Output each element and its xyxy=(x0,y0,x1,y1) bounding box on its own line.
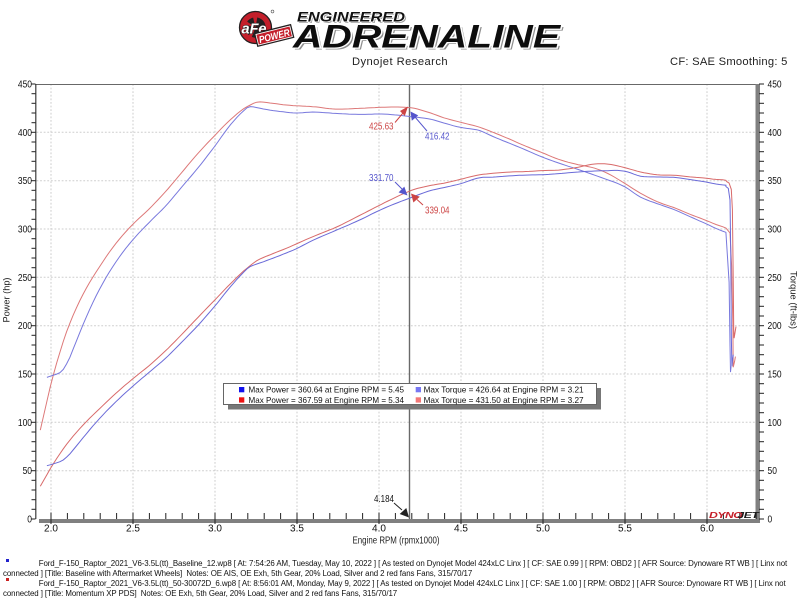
svg-text:2.5: 2.5 xyxy=(126,524,140,535)
svg-text:350: 350 xyxy=(18,176,32,187)
svg-text:300: 300 xyxy=(768,225,782,236)
svg-text:250: 250 xyxy=(18,273,32,284)
svg-text:450: 450 xyxy=(768,80,782,91)
svg-text:339.04: 339.04 xyxy=(425,206,450,217)
svg-text:0: 0 xyxy=(27,515,32,526)
svg-text:450: 450 xyxy=(18,80,32,91)
svg-text:4.184: 4.184 xyxy=(374,494,394,505)
svg-text:Max Torque = 431.50 at Engine: Max Torque = 431.50 at Engine RPM = 3.27 xyxy=(424,396,584,405)
svg-text:5.0: 5.0 xyxy=(536,524,550,535)
svg-text:50: 50 xyxy=(23,466,33,477)
svg-text:3.0: 3.0 xyxy=(208,524,222,535)
svg-text:4.5: 4.5 xyxy=(454,524,468,535)
svg-text:50: 50 xyxy=(768,466,778,477)
svg-text:200: 200 xyxy=(768,321,782,332)
svg-text:100: 100 xyxy=(768,418,782,429)
svg-text:400: 400 xyxy=(18,128,32,139)
svg-text:100: 100 xyxy=(18,418,32,429)
svg-text:ADRENALINE: ADRENALINE xyxy=(292,18,562,54)
svg-text:425.63: 425.63 xyxy=(369,122,394,133)
svg-text:0: 0 xyxy=(768,515,773,526)
svg-text:331.70: 331.70 xyxy=(369,173,394,184)
svg-text:JET: JET xyxy=(737,512,759,521)
svg-text:Max Power = 367.59 at Engine R: Max Power = 367.59 at Engine RPM = 5.34 xyxy=(249,396,405,405)
svg-text:Engine RPM (rpmx1000): Engine RPM (rpmx1000) xyxy=(353,536,440,547)
svg-text:400: 400 xyxy=(768,128,782,139)
svg-text:4.0: 4.0 xyxy=(372,524,386,535)
svg-text:ENGINEERED: ENGINEERED xyxy=(299,11,407,26)
svg-text:2.0: 2.0 xyxy=(44,524,58,535)
svg-text:ADRENALINE: ADRENALINE xyxy=(294,21,564,57)
svg-text:DYNO: DYNO xyxy=(709,512,743,521)
svg-text:350: 350 xyxy=(768,176,782,187)
svg-text:6.0: 6.0 xyxy=(700,524,714,535)
svg-text:Power (hp): Power (hp) xyxy=(2,278,13,323)
svg-text:Torque (ft-lbs): Torque (ft-lbs) xyxy=(788,271,799,329)
svg-text:5.5: 5.5 xyxy=(618,524,632,535)
svg-text:300: 300 xyxy=(18,225,32,236)
svg-text:416.42: 416.42 xyxy=(425,132,450,143)
svg-text:ADRENALINE: ADRENALINE xyxy=(292,18,562,54)
svg-text:250: 250 xyxy=(768,273,782,284)
svg-text:150: 150 xyxy=(768,370,782,381)
svg-text:Max Power = 360.64 at Engine R: Max Power = 360.64 at Engine RPM = 5.45 xyxy=(249,386,405,395)
svg-text:3.5: 3.5 xyxy=(290,524,304,535)
svg-text:ENGINEERED: ENGINEERED xyxy=(297,10,405,25)
svg-text:150: 150 xyxy=(18,370,32,381)
svg-text:200: 200 xyxy=(18,321,32,332)
svg-text:ENGINEERED: ENGINEERED xyxy=(297,10,405,25)
svg-text:Max Torque = 426.64 at Engine: Max Torque = 426.64 at Engine RPM = 3.21 xyxy=(424,386,584,395)
